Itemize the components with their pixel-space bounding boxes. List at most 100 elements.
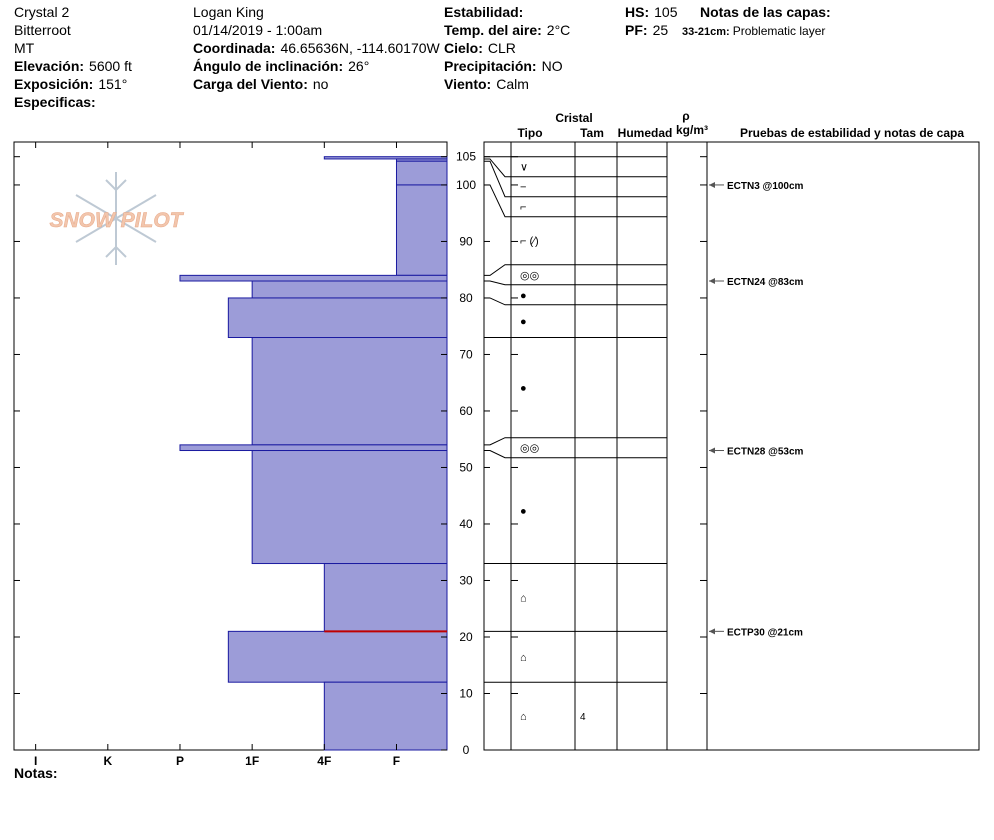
layer-connector [484, 264, 511, 276]
header-field: Viento: Calm [444, 76, 529, 92]
field-label: Exposición: [14, 76, 93, 92]
y-tick-label: 10 [459, 686, 473, 700]
y-tick-label: 50 [459, 460, 473, 474]
field-label: Estabilidad: [444, 4, 523, 20]
crystal-type: ∨ [520, 162, 528, 174]
layer-connector [484, 437, 511, 446]
table-header: Humedad [618, 126, 673, 140]
test-label: ECTN28 @53cm [727, 447, 804, 458]
table-header: kg/m³ [676, 123, 708, 137]
y-tick-label: 70 [459, 347, 473, 361]
field-value: no [313, 76, 329, 92]
header-field: Crystal 2 [14, 4, 69, 20]
field-label: Precipitación: [444, 58, 537, 74]
field-value: Calm [496, 76, 529, 92]
field-value: 26° [348, 58, 369, 74]
hardness-bar [227, 297, 448, 339]
header-field: HS: 105 [625, 4, 678, 20]
field-value: 105 [654, 4, 678, 20]
y-tick-label: 40 [459, 517, 473, 531]
header-field: Carga del Viento: no [193, 76, 329, 92]
layer-connector [484, 184, 511, 218]
table-header: Tam [580, 126, 604, 140]
header-field: Bitterroot [14, 22, 71, 38]
y-tick-label: 80 [459, 291, 473, 305]
crystal-type: ◎◎ [520, 443, 539, 455]
crystal-type: ◎◎ [520, 270, 539, 282]
field-label: PF: [625, 22, 648, 38]
field-label: Carga del Viento: [193, 76, 308, 92]
header-field: Estabilidad: [444, 4, 523, 20]
test-label: ECTN3 @100cm [727, 181, 804, 192]
test-label: ECTP30 @21cm [727, 627, 803, 638]
y-tick-label: 100 [456, 178, 476, 192]
footer: Notas: [14, 765, 58, 781]
test-label: ECTN24 @83cm [727, 277, 804, 288]
field-value: Logan King [193, 4, 264, 20]
hardness-bar [179, 444, 448, 452]
hardness-bar [395, 160, 448, 186]
header-field: PF: 25 [625, 22, 668, 38]
y-tick-label: 20 [459, 630, 473, 644]
crystal-type: ● [520, 290, 527, 302]
hardness-bar [251, 337, 448, 446]
field-value: 5600 ft [89, 58, 132, 74]
field-value: 151° [98, 76, 127, 92]
x-tick-label: 1F [245, 754, 259, 768]
field-label: Coordinada: [193, 40, 275, 56]
crystal-type: ● [520, 316, 527, 328]
x-tick-label: F [393, 754, 400, 768]
hardness-bar [227, 630, 448, 683]
logo: SNOW PILOT [50, 209, 185, 232]
field-label: Elevación: [14, 58, 84, 74]
crystal-type: ● [520, 506, 527, 518]
hardness-bar [323, 681, 448, 751]
field-label: Especificas: [14, 94, 96, 110]
layer-note: 33-21cm: Problematic layer [682, 24, 825, 38]
header-field: Exposición: 151° [14, 76, 127, 92]
crystal-size: 4 [580, 712, 586, 723]
field-value: 25 [653, 22, 669, 38]
field-value: 2°C [547, 22, 571, 38]
y-tick-label: 90 [459, 234, 473, 248]
x-tick-label: I [34, 754, 37, 768]
header-field: MT [14, 40, 35, 56]
field-label: Viento: [444, 76, 491, 92]
table-header: ρ [682, 109, 689, 123]
field-label: Temp. del aire: [444, 22, 542, 38]
note-value: Problematic layer [733, 24, 826, 38]
crystal-type: ⌂ [520, 592, 527, 604]
test-arrowhead [709, 278, 715, 285]
test-arrowhead [709, 628, 715, 635]
field-value: Bitterroot [14, 22, 71, 38]
header-field: Coordinada: 46.65636N, -114.60170W [193, 40, 441, 56]
note-label: 33-21cm: [682, 26, 730, 38]
table-frame [483, 141, 980, 751]
field-value: 01/14/2019 - 1:00am [193, 22, 322, 38]
hardness-bar [323, 563, 448, 632]
layer-notes-title: Notas de las capas: [700, 4, 831, 20]
logo-flake [75, 172, 157, 265]
crystal-type: − [520, 182, 526, 194]
header-field: Elevación: 5600 ft [14, 58, 132, 74]
x-tick-label: K [103, 754, 112, 768]
crystal-type: ⌂ [520, 652, 527, 664]
hardness-bar [251, 450, 448, 565]
field-value: NO [542, 58, 563, 74]
y-tick-label: 60 [459, 404, 473, 418]
x-tick-label: 4F [317, 754, 331, 768]
y-tick-label: 30 [459, 573, 473, 587]
hardness-bar [395, 184, 448, 276]
table-header: Tipo [517, 126, 542, 140]
test-arrowhead [709, 181, 715, 188]
layer-connector [484, 158, 511, 178]
layer-connector [484, 160, 511, 198]
field-value: MT [14, 40, 35, 56]
layer-connector [484, 297, 511, 306]
crystal-type: ⌐ [520, 202, 526, 214]
header-field: Precipitación: NO [444, 58, 563, 74]
header-field: Cielo: CLR [444, 40, 516, 56]
y-tick-label: 105 [456, 150, 476, 164]
x-tick-label: P [176, 754, 184, 768]
